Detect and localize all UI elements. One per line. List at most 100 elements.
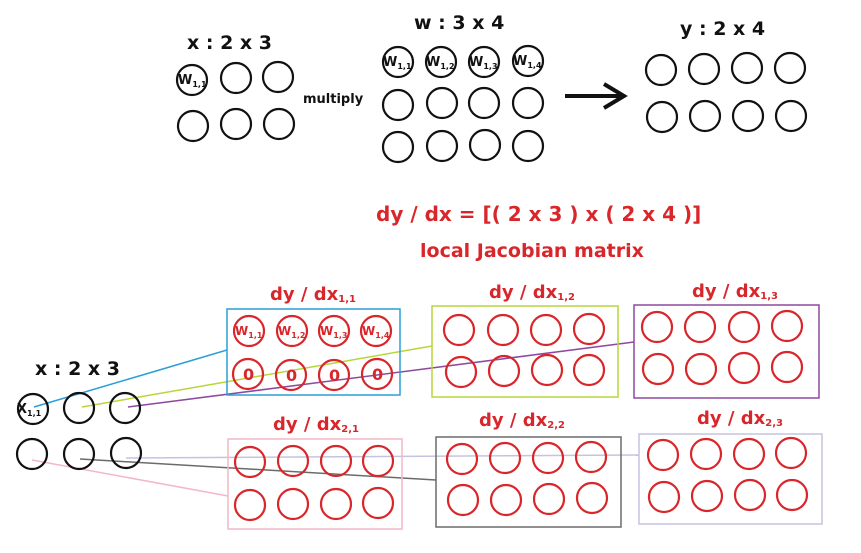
zero-label: 0 [329,366,340,385]
jacobian-formula: dy / dx = [( 2 x 3 ) x ( 2 x 4 )] [376,202,701,226]
jacobian-element [532,482,566,516]
w-element [468,128,502,162]
w-row1-label: W1,3 [469,55,498,71]
x-element [15,437,49,471]
block-border [227,438,403,530]
jacobian-element [684,352,718,386]
jacobian-element [276,487,310,521]
multiply-label: multiply [303,92,364,107]
w-matrix-title: w : 3 x 4 [414,12,504,34]
x-element [108,391,142,425]
jacobian-element [647,480,681,514]
jacobian-element [775,478,809,512]
connector-x22 [79,458,437,481]
block-title-2-3: dy / dx2,3 [697,408,783,429]
jacobian-element [319,444,353,478]
jacobian-element [641,352,675,386]
x-element [261,60,295,94]
jacobian-element [319,487,353,521]
block1-w-label: W1,3 [320,324,347,340]
x-element [219,61,253,95]
block-title-1-1: dy / dx1,1 [270,284,356,305]
w-element [424,45,458,79]
jacobian-element [774,436,808,470]
y-element [730,51,764,85]
jacobian-element [361,444,395,478]
block-border [431,305,619,398]
jacobian-subtitle: local Jacobian matrix [420,240,644,262]
w-row1-label: W1,2 [426,55,455,71]
jacobian-element [445,442,479,476]
jacobian-element [572,353,606,387]
x-element [62,437,96,471]
jacobian-element [732,437,766,471]
zero-label: 0 [243,365,254,384]
w-element [511,44,545,78]
jacobian-element [489,483,523,517]
connector-x11 [33,349,228,408]
jacobian-element [233,488,267,522]
block-title-2-1: dy / dx2,1 [273,414,359,435]
x-element [109,436,143,470]
jacobian-element [770,309,804,343]
y-element [644,53,678,87]
block-title-2-2: dy / dx2,2 [479,410,565,431]
y-element [731,99,765,133]
block-border [633,304,820,399]
w-element [381,45,415,79]
block1-w-label: W1,4 [362,324,390,340]
zero-element [274,358,308,392]
w-element [381,88,415,122]
jacobian-block-2-3 [638,433,823,525]
jacobian-element [640,310,674,344]
y-element [773,51,807,85]
y-element [774,99,808,133]
y-element [688,99,722,133]
jacobian-element [487,354,521,388]
jacobian-element [442,313,476,347]
w-element [511,129,545,163]
y-element [645,100,679,134]
block-title-1-2: dy / dx1,2 [489,282,575,303]
jacobian-block-1-1: W1,1 W1,2 W1,3 W1,4 0 0 0 0 [226,308,401,396]
jacobian-element [733,478,767,512]
w-element [381,130,415,164]
x-element [16,392,50,426]
jacobian-element [683,310,717,344]
block1-w-label: W1,2 [278,324,305,340]
right-arrow [565,82,628,110]
zero-element [360,357,394,391]
jacobian-element [575,481,609,515]
zero-element [317,358,351,392]
bottom-x-title: x : 2 x 3 [35,358,120,380]
connector-x13 [127,341,635,408]
jacobian-element [233,445,267,479]
x-matrix-title: x : 2 x 3 [187,32,272,54]
jacobian-block-1-2 [431,305,619,398]
w-element [467,45,501,79]
jacobian-block-2-1 [227,438,403,530]
x-element [62,391,96,425]
w-row1-label: W1,1 [383,55,412,71]
jacobian-element [446,483,480,517]
jacobian-element [488,441,522,475]
jacobian-block-1-3 [633,304,820,399]
w-element [232,314,266,348]
x-element [176,109,210,143]
jacobian-block-2-2 [435,436,622,528]
x-element [175,63,209,97]
jacobian-element [276,444,310,478]
block-title-1-3: dy / dx1,3 [692,281,778,302]
bottom-x-matrix: X1,1 [15,391,143,471]
x-first-element-label: W1,1 [178,73,207,89]
jacobian-element [529,313,563,347]
connector-x23 [125,454,640,459]
w-element [317,314,351,348]
jacobian-element [530,353,564,387]
w-matrix: W1,1 W1,2 W1,3 W1,4 [381,44,545,164]
jacobian-element [444,355,478,389]
zero-label: 0 [286,366,297,385]
x-element [262,107,296,141]
y-matrix-title: y : 2 x 4 [680,18,765,40]
